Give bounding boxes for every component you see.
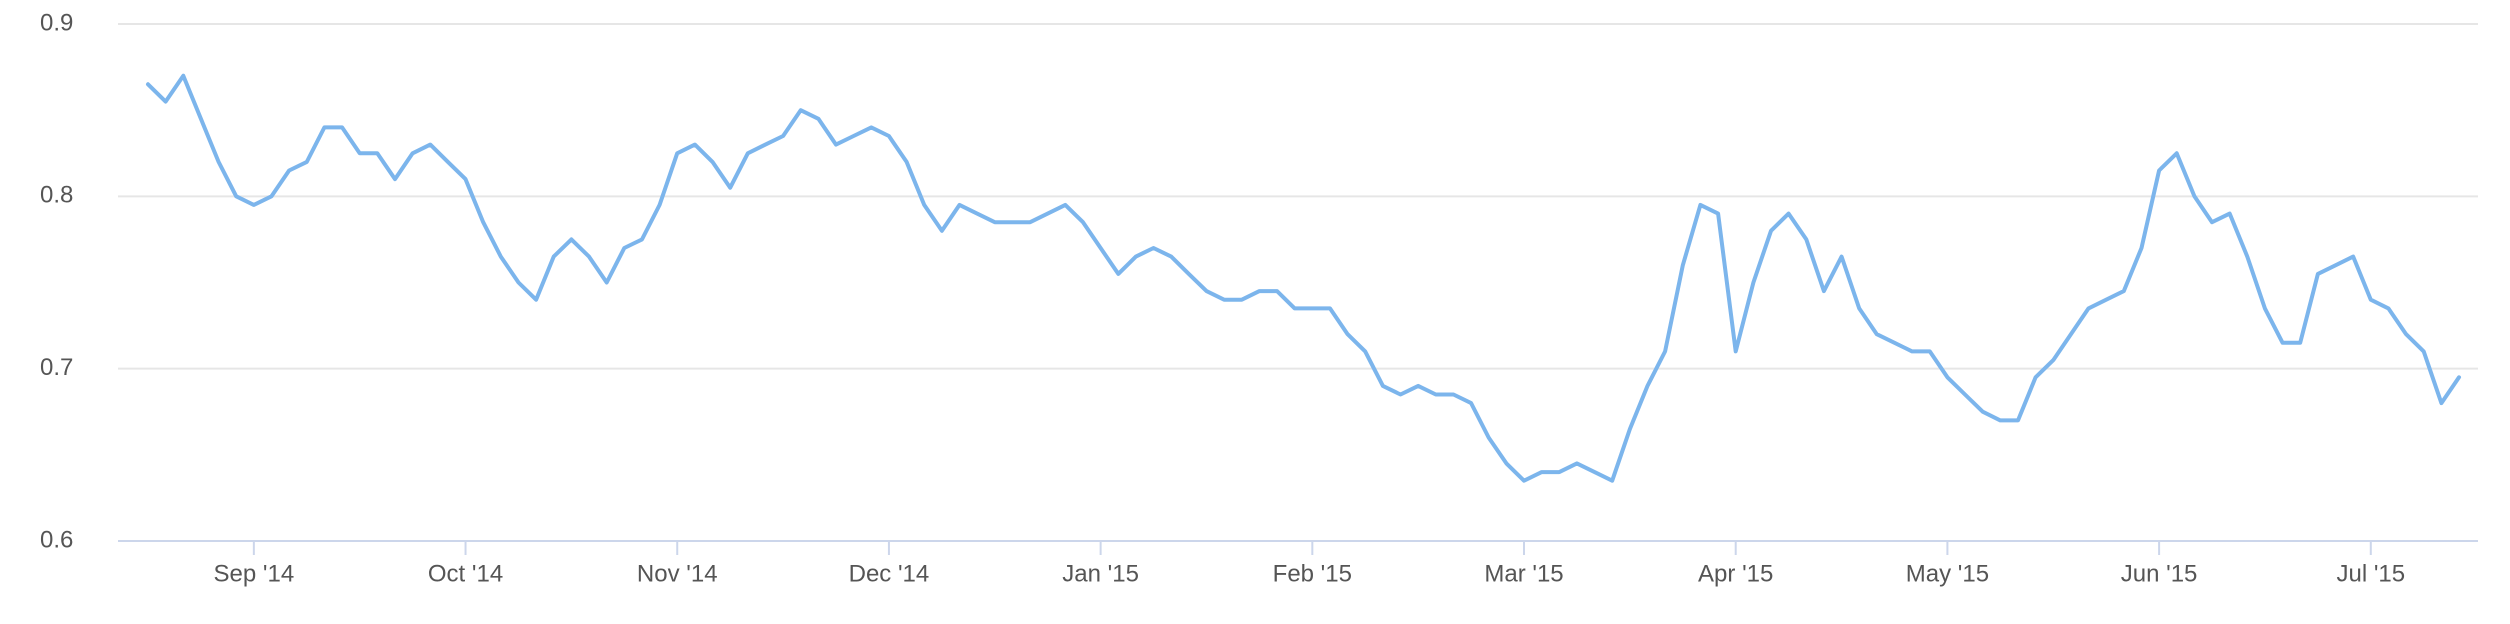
x-tick-label: Sep '14 bbox=[214, 560, 295, 587]
x-tick-label: Oct '14 bbox=[428, 560, 503, 587]
x-tick-label: Nov '14 bbox=[637, 560, 718, 587]
x-tick-label: May '15 bbox=[1906, 560, 1989, 587]
x-tick-label: Feb '15 bbox=[1273, 560, 1352, 587]
x-tick-label: Jun '15 bbox=[2121, 560, 2198, 587]
x-tick-label: Mar '15 bbox=[1484, 560, 1563, 587]
x-tick-label: Apr '15 bbox=[1698, 560, 1773, 587]
x-tick-label: Jul '15 bbox=[2336, 560, 2405, 587]
y-tick-label: 0.8 bbox=[40, 182, 73, 209]
y-tick-label: 0.7 bbox=[40, 354, 73, 381]
x-tick-label: Dec '14 bbox=[849, 560, 930, 587]
x-tick-label: Jan '15 bbox=[1062, 560, 1139, 587]
data-line bbox=[146, 73, 2461, 483]
y-tick-label: 0.6 bbox=[40, 526, 73, 553]
y-tick-label: 0.9 bbox=[40, 9, 73, 36]
